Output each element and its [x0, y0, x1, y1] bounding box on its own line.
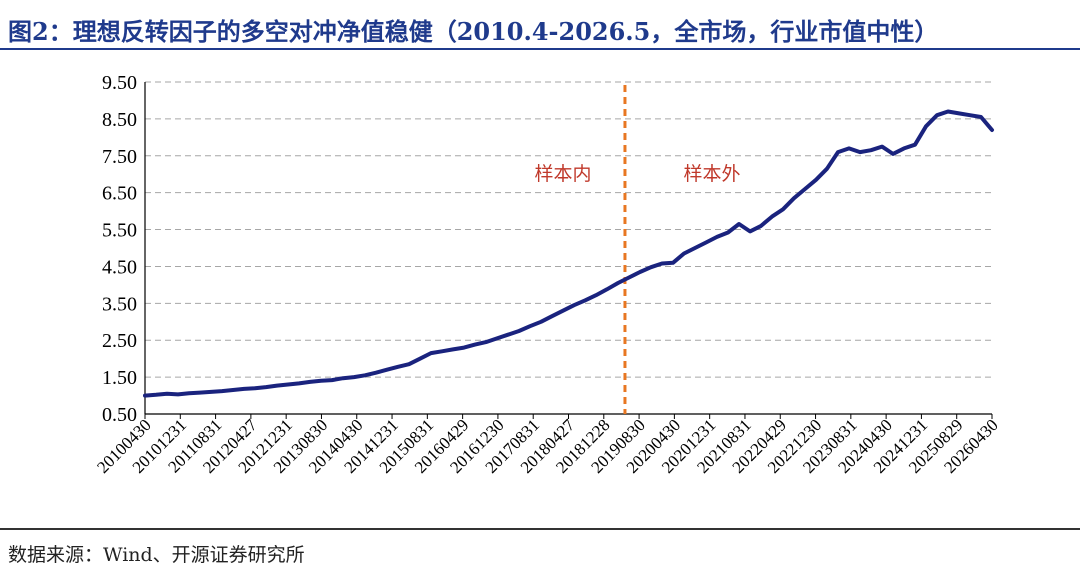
y-tick-label: 5.50	[102, 220, 137, 242]
axes	[144, 82, 992, 415]
y-tick-label: 9.50	[102, 72, 137, 94]
chart-title: 图2：理想反转因子的多空对冲净值稳健（2010.4-2026.5，全市场，行业市…	[8, 17, 939, 46]
x-axis-ticks: 2010043020101231201108312012042720121231…	[93, 414, 1002, 477]
out-of-sample-label: 样本外	[683, 163, 740, 185]
y-tick-label: 1.50	[102, 367, 137, 389]
series-line	[143, 109, 994, 398]
y-tick-label: 2.50	[102, 330, 137, 352]
y-axis-ticks: 0.50 1.50 2.50 3.50 4.50 5.50 6.50 7.50 8.50 9.50	[102, 72, 137, 426]
y-tick-label: 3.50	[102, 293, 137, 315]
y-tick-label: 7.50	[102, 146, 137, 168]
title-rule	[0, 48, 1080, 50]
data-source-note: 数据来源：Wind、开源证券研究所	[8, 544, 305, 566]
footer-rule	[0, 528, 1080, 530]
gridlines	[145, 81, 992, 378]
y-tick-label: 0.50	[102, 404, 137, 426]
y-tick-label: 4.50	[102, 256, 137, 278]
y-tick-label: 8.50	[102, 109, 137, 131]
in-sample-label: 样本内	[534, 163, 591, 185]
y-tick-label: 6.50	[102, 183, 137, 205]
